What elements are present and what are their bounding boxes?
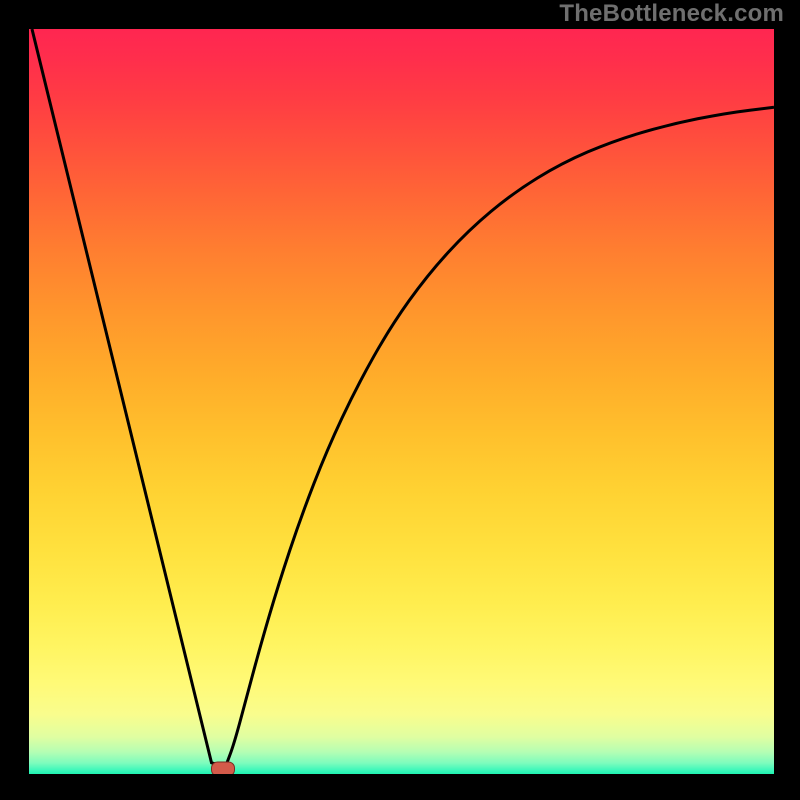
chart-stage: TheBottleneck.com <box>0 0 800 800</box>
bottleneck-curve-path <box>32 29 774 765</box>
watermark-text: TheBottleneck.com <box>559 0 784 28</box>
bottleneck-curve <box>29 29 774 774</box>
plot-area <box>29 29 774 774</box>
optimum-marker <box>211 761 235 774</box>
